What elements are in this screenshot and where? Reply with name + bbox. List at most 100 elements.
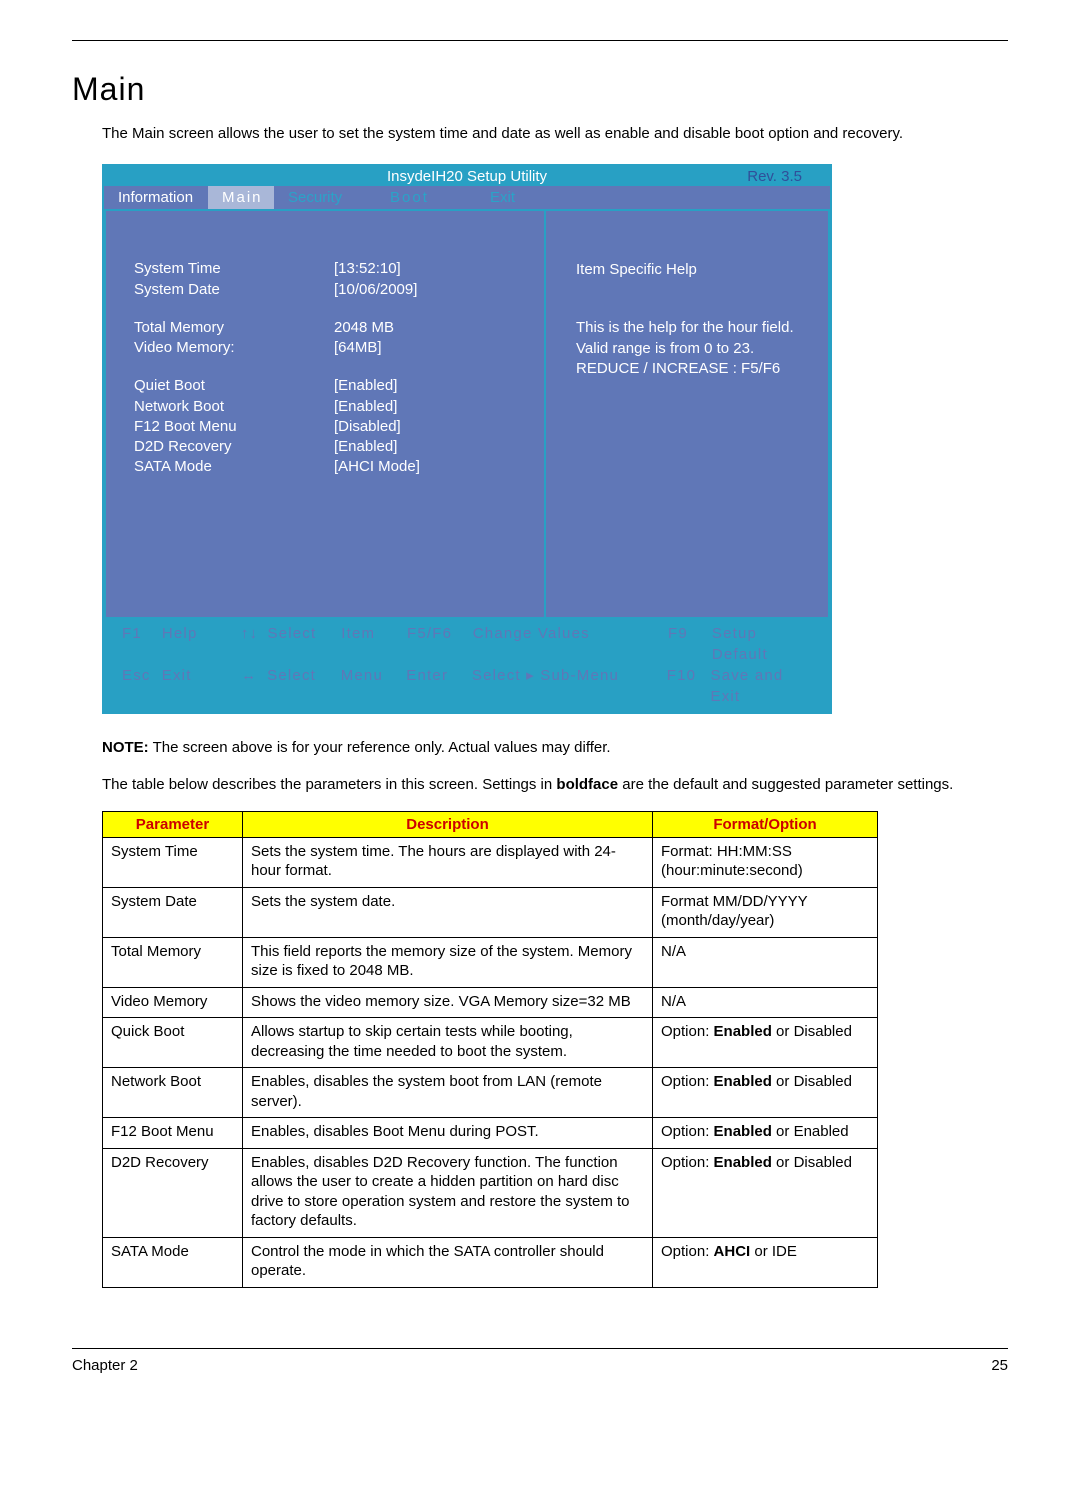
cell-format: Format: HH:MM:SS (hour:minute:second) [653, 837, 878, 887]
bios-setting-label: Total Memory [134, 318, 334, 338]
tdesc-a: The table below describes the parameters… [102, 776, 556, 793]
item-label: Item [341, 623, 407, 665]
bios-settings-panel: System Time[13:52:10]System Date[10/06/2… [106, 211, 546, 617]
bios-setting-row[interactable]: F12 Boot Menu[Disabled] [134, 417, 534, 437]
bios-setting-label: D2D Recovery [134, 437, 334, 457]
select-label: Select [267, 623, 341, 665]
bios-setting-label: SATA Mode [134, 457, 334, 477]
cell-format: Option: Enabled or Enabled [653, 1118, 878, 1149]
cell-format: Option: Enabled or Disabled [653, 1148, 878, 1237]
cell-format: N/A [653, 937, 878, 987]
f1-label: Help [162, 623, 232, 665]
bios-setting-value: [Enabled] [334, 397, 397, 417]
bios-setting-label: System Date [134, 280, 334, 300]
esc-key: Esc [122, 665, 162, 707]
table-row: Total MemoryThis field reports the memor… [103, 937, 878, 987]
page-footer: Chapter 2 25 [72, 1348, 1008, 1374]
cell-parameter: System Time [103, 837, 243, 887]
bios-footer-row2: Esc Exit ↔ Select Menu Enter Select ▸ Su… [122, 665, 818, 707]
table-row: Video MemoryShows the video memory size.… [103, 987, 878, 1018]
page-number: 25 [991, 1357, 1008, 1374]
cell-format: Option: AHCI or IDE [653, 1237, 878, 1287]
cell-format: Option: Enabled or Disabled [653, 1068, 878, 1118]
bios-setting-row[interactable]: Quiet Boot[Enabled] [134, 376, 534, 396]
cell-format: Option: Enabled or Disabled [653, 1018, 878, 1068]
table-row: D2D RecoveryEnables, disables D2D Recove… [103, 1148, 878, 1237]
tab-exit[interactable]: Exit [476, 186, 529, 209]
bios-footer: F1 Help ↑↓ Select Item F5/F6 Change Valu… [104, 619, 830, 712]
bios-rev: Rev. 3.5 [747, 168, 802, 185]
bios-tabs: Information Main Security Boot Exit [104, 186, 830, 209]
bios-setting-value: [Enabled] [334, 437, 397, 457]
help-body: This is the help for the hour field. Val… [576, 318, 808, 379]
bios-screenshot: InsydeIH20 Setup Utility Rev. 3.5 Inform… [102, 164, 832, 714]
select2-label: Select [267, 665, 341, 707]
cell-format: N/A [653, 987, 878, 1018]
intro-text: The Main screen allows the user to set t… [102, 124, 1008, 144]
cell-description: Enables, disables D2D Recovery function.… [243, 1148, 653, 1237]
bios-setting-row[interactable]: System Date[10/06/2009] [134, 280, 534, 300]
menu-label: Menu [341, 665, 407, 707]
chapter-label: Chapter 2 [72, 1357, 138, 1374]
cell-parameter: Video Memory [103, 987, 243, 1018]
enter-key: Enter [406, 665, 472, 707]
bios-setting-row[interactable]: Video Memory:[64MB] [134, 338, 534, 358]
bios-setting-row[interactable]: Network Boot[Enabled] [134, 397, 534, 417]
leftright-icon: ↔ [231, 665, 267, 707]
bios-setting-row[interactable]: Total Memory2048 MB [134, 318, 534, 338]
bios-setting-value: [AHCI Mode] [334, 457, 420, 477]
f5f6-key: F5/F6 [407, 623, 473, 665]
table-row: Network BootEnables, disables the system… [103, 1068, 878, 1118]
bios-setting-row[interactable]: SATA Mode[AHCI Mode] [134, 457, 534, 477]
bios-setting-row[interactable]: D2D Recovery[Enabled] [134, 437, 534, 457]
cell-parameter: D2D Recovery [103, 1148, 243, 1237]
bios-help-panel: Item Specific Help This is the help for … [546, 211, 828, 617]
cell-description: Control the mode in which the SATA contr… [243, 1237, 653, 1287]
cell-parameter: SATA Mode [103, 1237, 243, 1287]
tab-security[interactable]: Security [274, 186, 376, 209]
bios-setting-label: Quiet Boot [134, 376, 334, 396]
tdesc-b: boldface [556, 776, 618, 793]
bios-setting-label: System Time [134, 259, 334, 279]
tab-boot[interactable]: Boot [376, 186, 476, 209]
th-parameter: Parameter [103, 811, 243, 837]
bios-setting-row[interactable]: System Time[13:52:10] [134, 259, 534, 279]
parameter-table: Parameter Description Format/Option Syst… [102, 811, 878, 1288]
bios-setting-value: [Disabled] [334, 417, 401, 437]
th-description: Description [243, 811, 653, 837]
cell-description: This field reports the memory size of th… [243, 937, 653, 987]
table-row: Quick BootAllows startup to skip certain… [103, 1018, 878, 1068]
table-header-row: Parameter Description Format/Option [103, 811, 878, 837]
cell-description: Allows startup to skip certain tests whi… [243, 1018, 653, 1068]
bios-setting-label: F12 Boot Menu [134, 417, 334, 437]
page-title: Main [72, 71, 1008, 108]
change-values-label: Change Values [473, 623, 668, 665]
bios-setting-label: Network Boot [134, 397, 334, 417]
help-title: Item Specific Help [576, 261, 808, 278]
note-text: NOTE: The screen above is for your refer… [102, 738, 1008, 758]
tdesc-c: are the default and suggested parameter … [618, 776, 953, 793]
table-row: System DateSets the system date.Format M… [103, 887, 878, 937]
cell-parameter: Total Memory [103, 937, 243, 987]
tab-main[interactable]: Main [208, 186, 274, 209]
bios-setting-label: Video Memory: [134, 338, 334, 358]
bios-header: InsydeIH20 Setup Utility Rev. 3.5 [104, 166, 830, 186]
f1-key: F1 [122, 623, 162, 665]
submenu-label: Select ▸ Sub-Menu [472, 665, 667, 707]
save-exit-label: Save and Exit [710, 665, 818, 707]
cell-description: Enables, disables the system boot from L… [243, 1068, 653, 1118]
bios-setting-value: [64MB] [334, 338, 382, 358]
exit-label: Exit [162, 665, 232, 707]
cell-description: Shows the video memory size. VGA Memory … [243, 987, 653, 1018]
cell-format: Format MM/DD/YYYY (month/day/year) [653, 887, 878, 937]
th-format: Format/Option [653, 811, 878, 837]
table-row: System TimeSets the system time. The hou… [103, 837, 878, 887]
bios-footer-row1: F1 Help ↑↓ Select Item F5/F6 Change Valu… [122, 623, 818, 665]
bios-setting-value: 2048 MB [334, 318, 394, 338]
f10-key: F10 [667, 665, 711, 707]
note-body: The screen above is for your reference o… [153, 739, 611, 756]
cell-parameter: System Date [103, 887, 243, 937]
tab-information[interactable]: Information [104, 186, 208, 209]
table-row: F12 Boot MenuEnables, disables Boot Menu… [103, 1118, 878, 1149]
cell-parameter: Quick Boot [103, 1018, 243, 1068]
